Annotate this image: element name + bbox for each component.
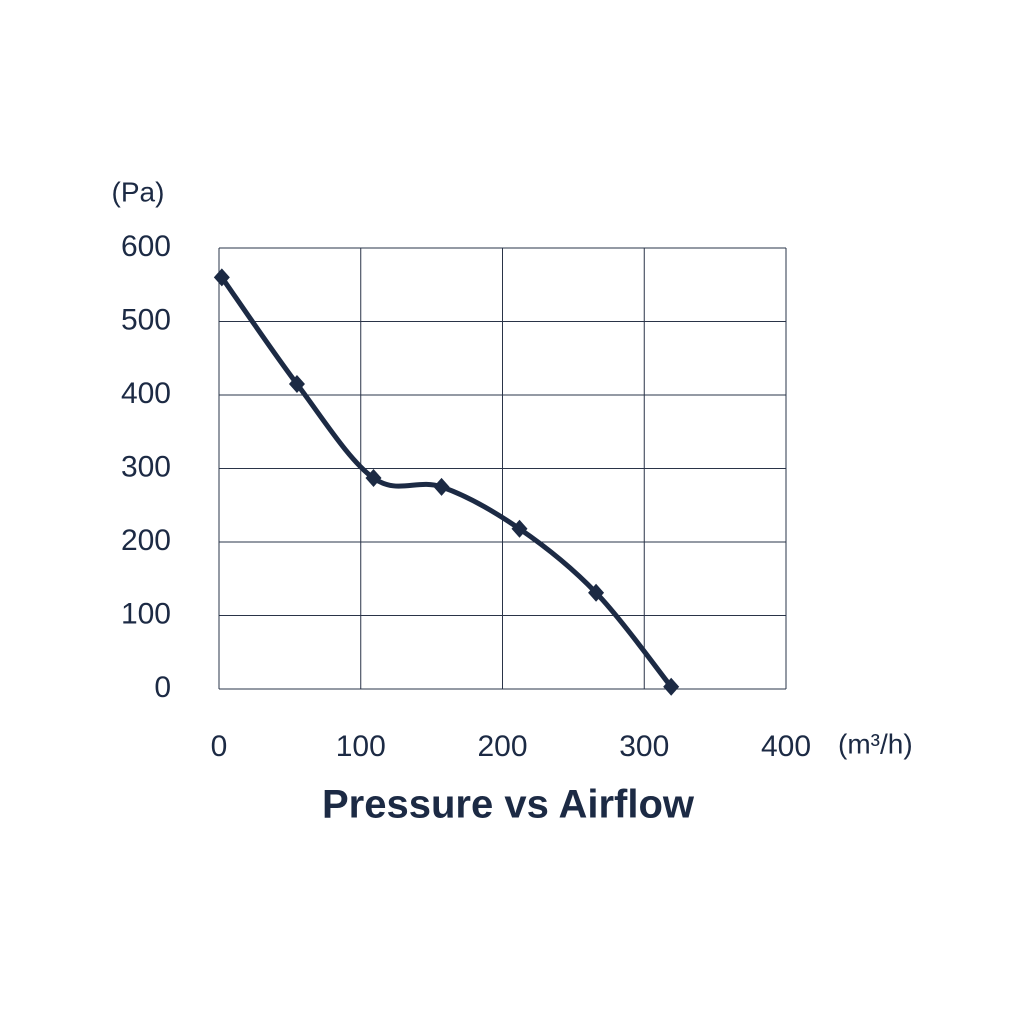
- y-tick-label: 200: [121, 524, 171, 557]
- marker: [588, 583, 605, 602]
- y-tick-label: 400: [121, 377, 171, 410]
- y-axis-label: (Pa): [112, 176, 165, 207]
- marker: [288, 374, 305, 393]
- x-tick-label: 100: [336, 730, 386, 763]
- marker: [213, 268, 230, 287]
- marker: [433, 477, 450, 496]
- y-tick-label: 0: [154, 671, 171, 704]
- x-tick-label: 0: [211, 730, 228, 763]
- x-axis-label: (m³/h): [838, 728, 913, 759]
- y-tick-label: 500: [121, 303, 171, 336]
- y-tick-label: 100: [121, 597, 171, 630]
- x-tick-label: 400: [761, 730, 811, 763]
- line: [219, 275, 674, 689]
- y-tick-label: 300: [121, 450, 171, 483]
- marker: [663, 677, 680, 696]
- chart-title: Pressure vs Airflow: [322, 783, 695, 827]
- marker: [511, 519, 528, 538]
- marker: [365, 469, 382, 488]
- y-tick-label: 600: [121, 230, 171, 263]
- x-tick-label: 200: [477, 730, 527, 763]
- x-tick-label: 300: [619, 730, 669, 763]
